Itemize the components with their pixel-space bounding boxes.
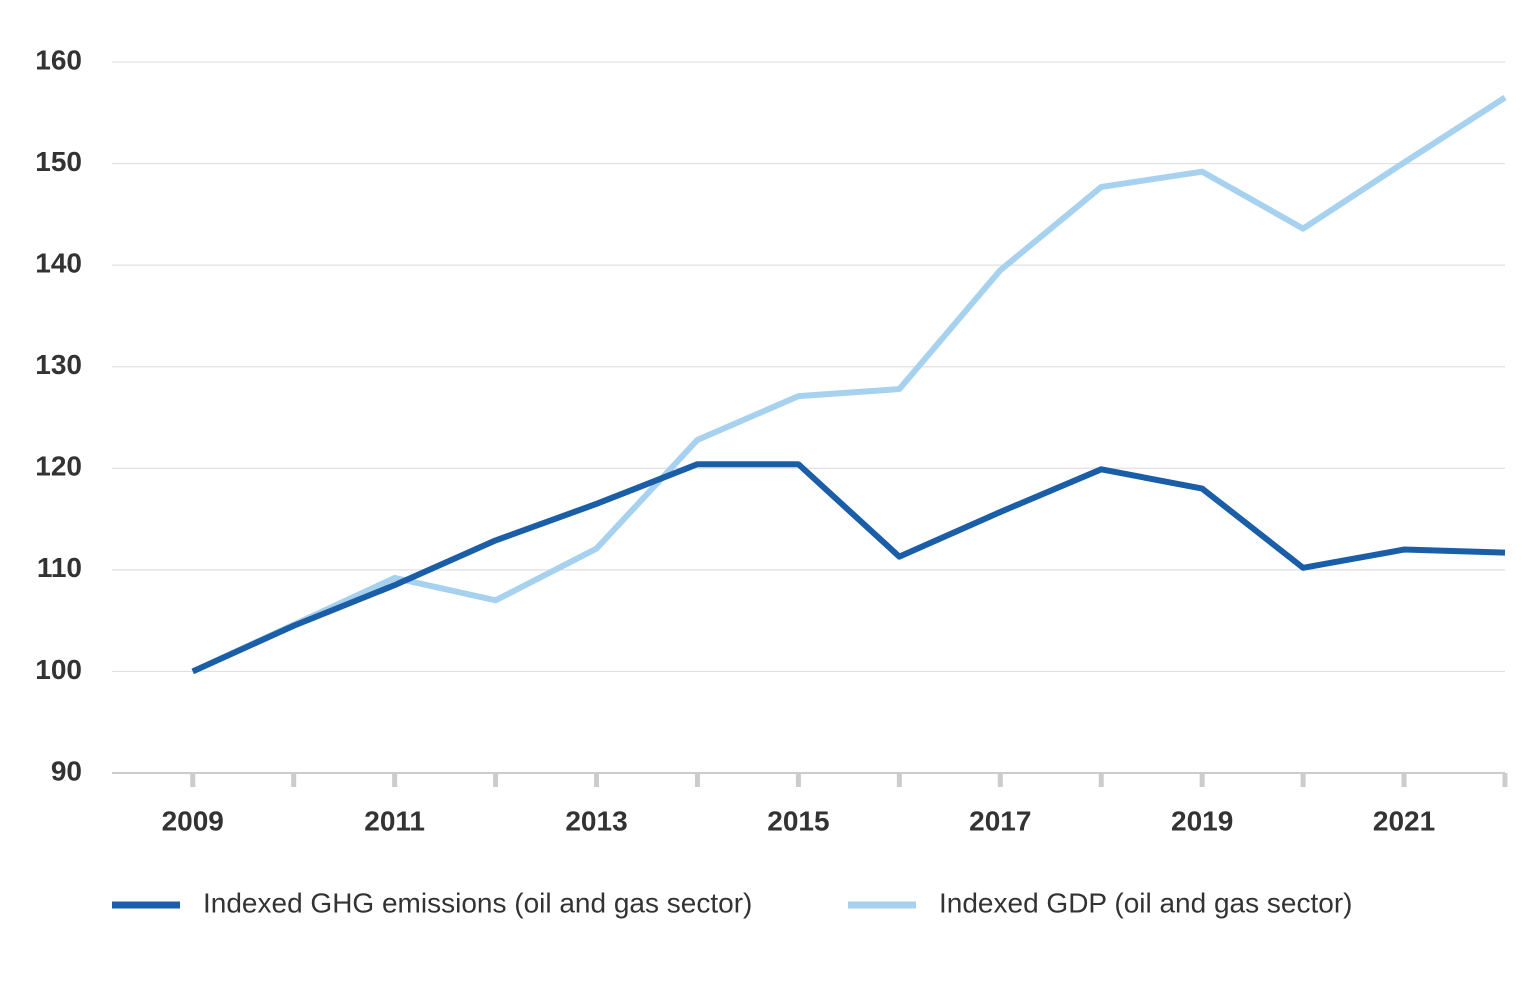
y-tick-label: 120	[35, 451, 82, 482]
y-tick-label: 110	[37, 552, 82, 583]
legend-label: Indexed GDP (oil and gas sector)	[939, 887, 1352, 918]
legend-label: Indexed GHG emissions (oil and gas secto…	[203, 887, 752, 918]
x-tick-label: 2009	[162, 805, 224, 836]
y-tick-label: 100	[35, 654, 82, 685]
line	[191, 461, 1506, 675]
line	[191, 95, 1507, 675]
y-tick-label: 150	[35, 146, 82, 177]
x-tick-label: 2013	[565, 805, 627, 836]
x-tick-label: 2017	[969, 805, 1031, 836]
x-tick-label: 2021	[1373, 805, 1435, 836]
y-tick-label: 160	[35, 44, 82, 75]
x-tick-label: 2015	[767, 805, 829, 836]
y-tick-label: 130	[35, 349, 82, 380]
x-tick-label: 2019	[1171, 805, 1233, 836]
x-tick-label: 2011	[364, 805, 425, 836]
y-tick-label: 140	[35, 248, 82, 279]
y-tick-label: 90	[51, 755, 82, 786]
